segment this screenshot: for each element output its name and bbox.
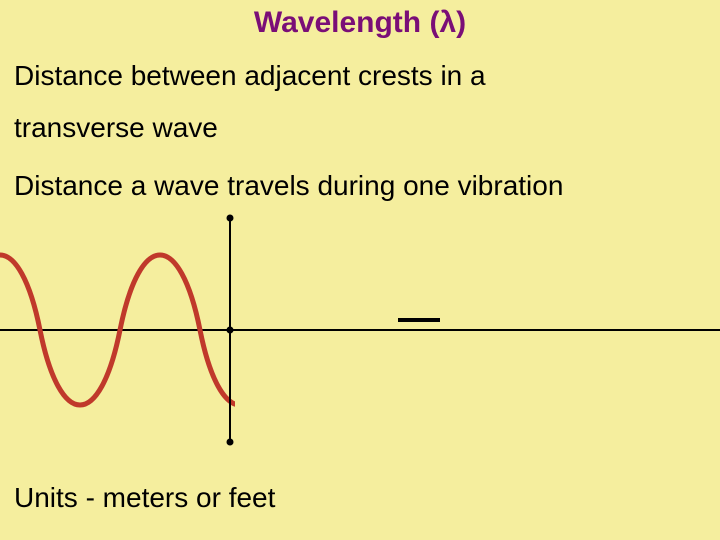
text-line-2: transverse wave — [14, 108, 218, 147]
marker-dot-1 — [227, 327, 234, 334]
marker-dot-2 — [227, 439, 234, 446]
slide: Wavelength (λ) Distance between adjacent… — [0, 0, 720, 540]
text-line-1: Distance between adjacent crests in a — [14, 56, 486, 95]
slide-title: Wavelength (λ) — [0, 6, 720, 40]
marker-dot-0 — [227, 215, 234, 222]
text-line-units: Units - meters or feet — [14, 478, 275, 517]
wave-diagram — [0, 200, 720, 460]
